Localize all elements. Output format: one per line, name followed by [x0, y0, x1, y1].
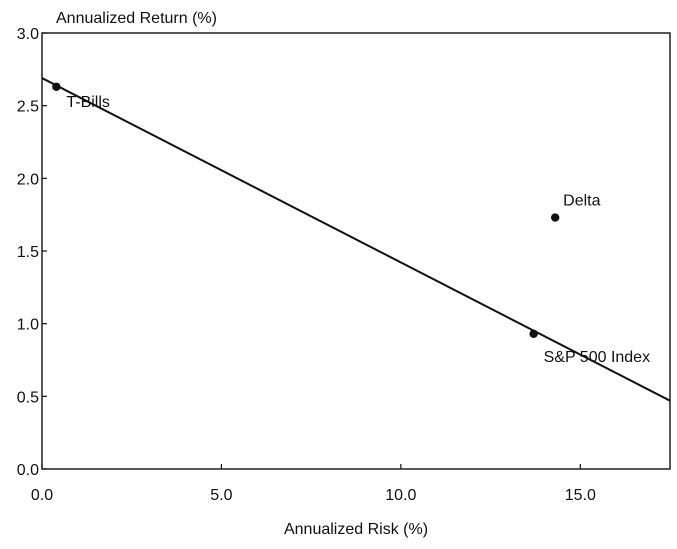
y-axis-title: Annualized Return (%) [56, 10, 217, 27]
data-point-delta [550, 213, 560, 222]
data-point-s-p-500-index [529, 329, 538, 339]
point-label-t-bills: T-Bills [66, 94, 110, 111]
plot-border [41, 32, 671, 470]
y-tick-label: 0.0 [17, 462, 39, 479]
point-label-delta: Delta [563, 193, 600, 210]
points-layer: T-Bills S&P 500 Index Delta [52, 82, 650, 366]
x-tick-label: 10.0 [385, 487, 416, 504]
y-tick-label: 2.0 [17, 171, 39, 188]
y-tick-label: 1.5 [17, 244, 39, 261]
data-point-t-bills [52, 82, 61, 91]
y-tick-label: 3.0 [17, 26, 39, 43]
x-tick-label: 5.0 [210, 487, 232, 504]
x-axis-title: Annualized Risk (%) [284, 521, 428, 538]
tick-layer: 0.0 5.0 10.0 15.0 0.0 0.5 1.0 1.5 2.0 2.5 3.0 [17, 26, 596, 504]
y-tick-label: 1.0 [17, 317, 39, 334]
x-tick-label: 0.0 [31, 487, 53, 504]
point-label-s-p-500-index: S&P 500 Index [544, 349, 650, 366]
trend-line [41, 77, 671, 402]
trend-line-layer [41, 77, 671, 402]
y-tick-label: 0.5 [17, 389, 39, 406]
x-tick-label: 15.0 [565, 487, 596, 504]
plot-frame [41, 32, 671, 470]
y-tick-label: 2.5 [17, 99, 39, 116]
